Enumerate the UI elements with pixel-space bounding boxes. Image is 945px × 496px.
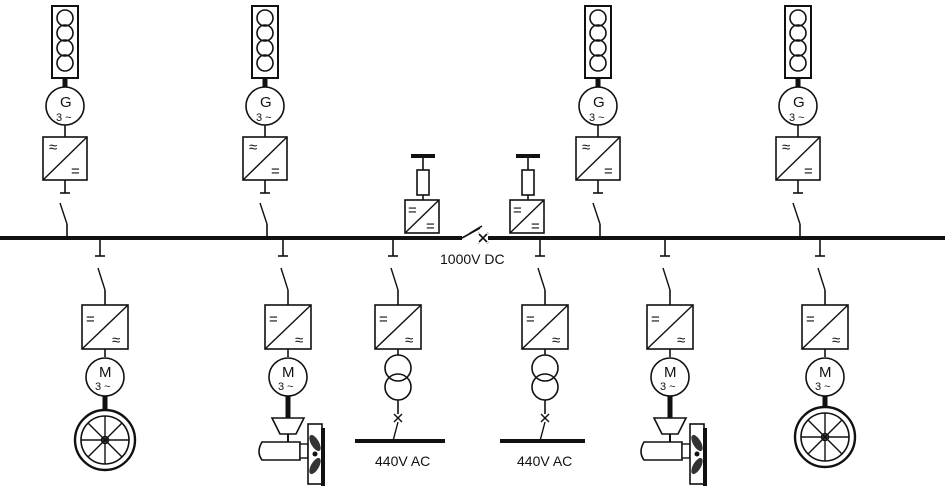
ac-feed-1: = ≈ 440V AC <box>355 237 445 469</box>
generator-phase: 3 ~ <box>789 112 805 124</box>
propulsion-load-1: = ≈ M 3 ~ <box>73 237 137 472</box>
bus-tie-breaker <box>461 225 489 244</box>
ac-symbol: ≈ <box>112 332 120 349</box>
ac-symbol: ≈ <box>582 139 590 156</box>
ac-bus-label: 440V AC <box>375 453 430 469</box>
motor-letter: M <box>99 364 112 381</box>
dc-symbol: = <box>806 311 815 328</box>
dc-symbol: = <box>526 311 535 328</box>
motor-phase: 3 ~ <box>660 381 676 393</box>
propulsion-load-4: = ≈ M 3 ~ <box>793 237 857 469</box>
dc-symbol: = <box>651 311 660 328</box>
paddle-wheel-icon <box>793 405 857 469</box>
dc-symbol: = <box>71 163 80 180</box>
generator-unit-3: G 3 ~ ≈ = <box>576 6 620 238</box>
dc-symbol: = <box>604 163 613 180</box>
generator-letter: G <box>260 94 272 111</box>
ac-symbol: ≈ <box>552 332 560 349</box>
paddle-wheel-icon <box>73 408 137 472</box>
dc-symbol: = <box>408 202 417 219</box>
dc-symbol: = <box>513 202 522 219</box>
motor-letter: M <box>282 364 295 381</box>
motor-letter: M <box>664 364 677 381</box>
ac-symbol: ≈ <box>295 332 303 349</box>
ac-symbol: ≈ <box>677 332 685 349</box>
motor-letter: M <box>819 364 832 381</box>
dc-symbol: = <box>379 311 388 328</box>
dc-symbol: = <box>531 218 540 235</box>
ac-symbol: ≈ <box>405 332 413 349</box>
ac-symbol: ≈ <box>49 139 57 156</box>
dc-bus-label: 1000V DC <box>440 251 505 267</box>
propulsion-load-2: = ≈ M 3 ~ <box>259 237 325 486</box>
motor-phase: 3 ~ <box>95 381 111 393</box>
dc-symbol: = <box>426 218 435 235</box>
propulsion-load-3: = ≈ M 3 ~ <box>641 237 707 486</box>
generator-unit-1: G 3 ~ ≈ = <box>43 6 87 238</box>
thruster-icon <box>259 396 325 486</box>
generator-letter: G <box>593 94 605 111</box>
generator-phase: 3 ~ <box>589 112 605 124</box>
generator-phase: 3 ~ <box>256 112 272 124</box>
motor-phase: 3 ~ <box>815 381 831 393</box>
dc-converter-tower-right: = = <box>509 153 545 235</box>
generator-letter: G <box>60 94 72 111</box>
ac-symbol: ≈ <box>249 139 257 156</box>
generator-unit-4: G 3 ~ ≈ = <box>776 6 820 238</box>
ac-symbol: ≈ <box>782 139 790 156</box>
ac-feed-2: = ≈ 440V AC <box>500 237 585 469</box>
dc-symbol: = <box>86 311 95 328</box>
dc-symbol: = <box>269 311 278 328</box>
motor-phase: 3 ~ <box>278 381 294 393</box>
ac-symbol: ≈ <box>832 332 840 349</box>
dc-symbol: = <box>271 163 280 180</box>
generator-letter: G <box>793 94 805 111</box>
generator-phase: 3 ~ <box>56 112 72 124</box>
dc-symbol: = <box>804 163 813 180</box>
generator-unit-2: G 3 ~ ≈ = <box>243 6 287 238</box>
ac-bus-label: 440V AC <box>517 453 572 469</box>
thruster-icon <box>641 396 707 486</box>
dc-converter-tower-left: = = <box>404 153 440 235</box>
